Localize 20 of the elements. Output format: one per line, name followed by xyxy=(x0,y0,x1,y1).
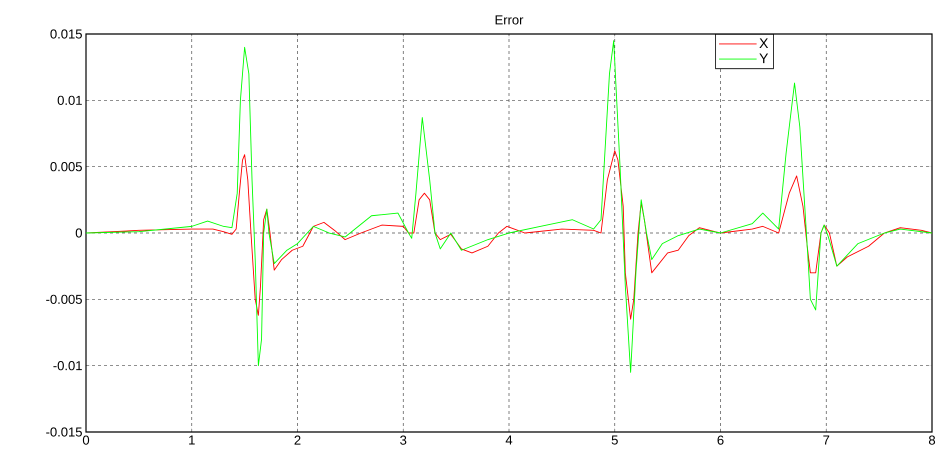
legend-label: Y xyxy=(759,54,768,64)
y-tick-label: -0.005 xyxy=(46,294,82,304)
x-tick-label: 7 xyxy=(823,436,830,444)
y-tick-label: 0.015 xyxy=(50,29,82,39)
x-tick-label: 2 xyxy=(294,436,300,445)
y-tick-label: 0.005 xyxy=(50,162,82,172)
x-tick-label: 0 xyxy=(82,436,90,445)
x-tick-label: 8 xyxy=(928,436,936,445)
line-series xyxy=(86,40,932,373)
y-tick-label: -0.01 xyxy=(53,361,82,370)
legend-label: X xyxy=(759,38,768,48)
y-tick-label: 0.01 xyxy=(58,96,82,105)
y-tick-label: 0 xyxy=(76,228,82,238)
x-tick-label: 1 xyxy=(189,436,195,444)
x-tick-label: 6 xyxy=(718,436,724,445)
chart-title: Error xyxy=(496,15,524,24)
x-tick-label: 3 xyxy=(400,436,406,445)
y-tick-label: -0.015 xyxy=(46,427,82,437)
x-tick-label: 5 xyxy=(612,436,618,445)
x-tick-label: 4 xyxy=(506,436,512,444)
